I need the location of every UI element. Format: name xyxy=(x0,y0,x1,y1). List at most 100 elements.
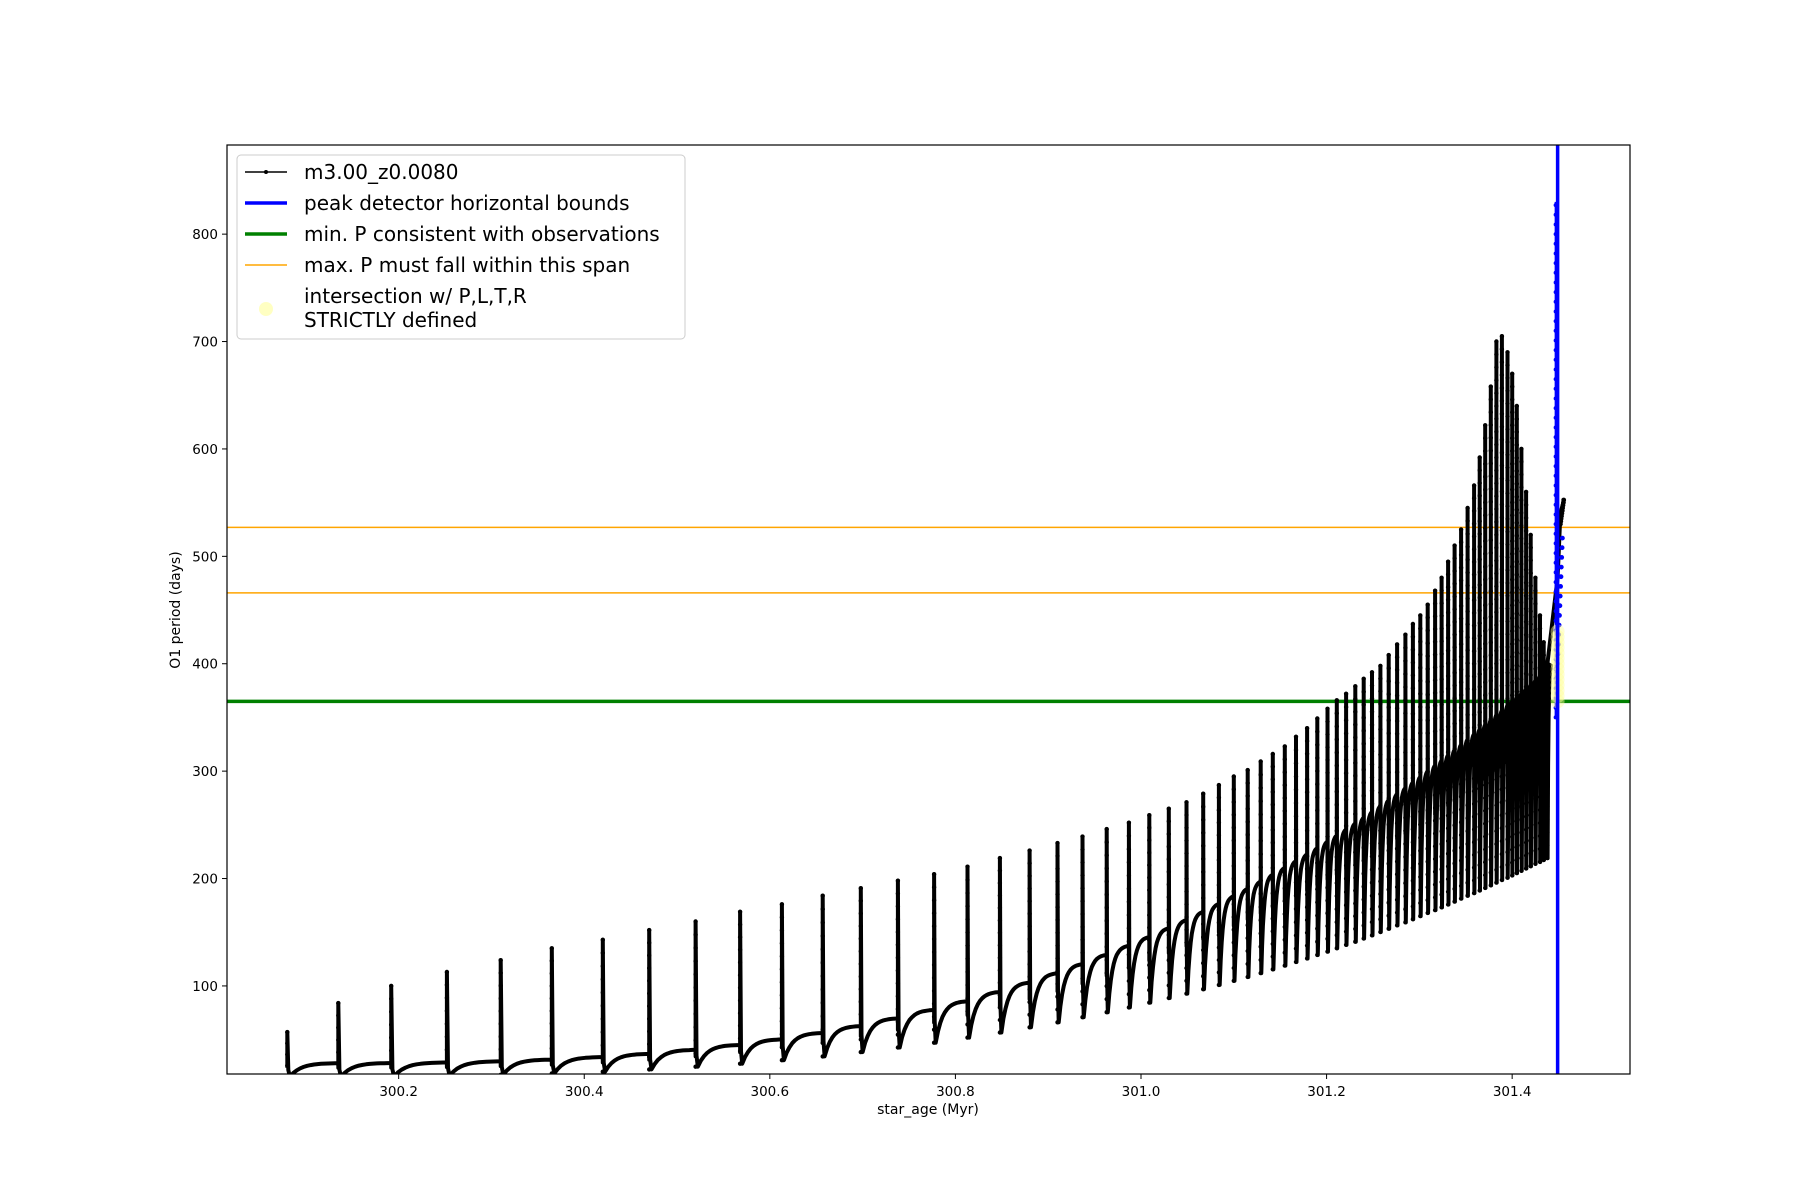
model-track-point xyxy=(1458,680,1464,685)
model-track-point xyxy=(858,986,863,992)
model-track-point xyxy=(1510,821,1515,827)
model-track-point xyxy=(1471,776,1477,781)
model-track-point xyxy=(549,996,554,1001)
model-track-point xyxy=(1334,802,1340,807)
model-track-point xyxy=(931,872,937,877)
model-track-point xyxy=(1477,646,1482,651)
model-track-point xyxy=(1510,577,1515,582)
model-track-point xyxy=(1216,857,1222,863)
model-track-point xyxy=(1488,832,1494,837)
model-track-point xyxy=(1488,665,1494,671)
model-track-point xyxy=(1270,815,1276,820)
model-track-point xyxy=(1410,673,1416,678)
model-track-point xyxy=(1361,871,1366,876)
model-track-point xyxy=(1528,621,1533,627)
model-track-point xyxy=(1410,801,1416,806)
model-track-point xyxy=(1378,689,1383,694)
model-track-point xyxy=(1258,812,1263,817)
model-track-point xyxy=(1445,864,1451,869)
model-track-point xyxy=(1439,664,1444,669)
model-track-point xyxy=(1325,949,1330,954)
model-track-point xyxy=(1465,673,1470,679)
model-track-point xyxy=(858,1049,863,1055)
model-track-point xyxy=(1545,661,1550,666)
model-track-point xyxy=(1378,904,1383,909)
model-track-point xyxy=(1477,570,1482,575)
model-track-point xyxy=(1403,907,1408,912)
model-track-point xyxy=(1184,889,1189,894)
model-track-point xyxy=(1184,914,1189,920)
model-track-point xyxy=(1216,945,1222,950)
model-track-point xyxy=(1403,789,1408,794)
model-track-point xyxy=(1488,704,1494,709)
model-track-point xyxy=(1353,939,1358,944)
model-track-point xyxy=(498,1021,503,1026)
model-track-point xyxy=(1325,719,1330,724)
model-track-point xyxy=(1528,851,1533,856)
x-tick-label: 301.4 xyxy=(1493,1084,1532,1100)
model-track-point xyxy=(1523,788,1529,793)
model-track-point xyxy=(1545,855,1550,861)
model-track-point xyxy=(1104,840,1109,845)
model-track-point xyxy=(1533,731,1538,736)
model-track-point xyxy=(1510,783,1515,788)
model-track-point xyxy=(1304,777,1310,782)
model-track-point xyxy=(1425,859,1430,864)
model-track-point xyxy=(1488,793,1494,798)
model-track-point xyxy=(1270,777,1276,782)
model-track-point xyxy=(498,970,503,976)
legend-label-model-track: m3.00_z0.0080 xyxy=(304,160,459,184)
model-track-point xyxy=(1378,777,1383,783)
model-track-point xyxy=(1369,801,1375,806)
model-track-point xyxy=(1477,850,1482,855)
model-track-point xyxy=(1499,554,1505,559)
model-track-point xyxy=(931,975,937,981)
model-track-point xyxy=(1410,621,1416,627)
model-track-point xyxy=(1488,563,1494,568)
model-track-point xyxy=(1545,700,1550,705)
model-track-point xyxy=(549,1071,554,1074)
model-track-point xyxy=(1477,480,1482,486)
model-track-point xyxy=(1439,854,1444,859)
model-track-point xyxy=(1315,808,1320,813)
model-track-point xyxy=(1425,615,1430,620)
model-track-point xyxy=(1528,723,1533,729)
model-track-point xyxy=(997,855,1003,861)
model-track-point xyxy=(820,987,825,992)
model-track-point xyxy=(1458,756,1464,761)
model-track-point xyxy=(1394,859,1400,864)
model-track-point xyxy=(1445,686,1451,691)
model-track-point xyxy=(1477,710,1482,715)
model-track-series xyxy=(285,334,1567,1074)
model-track-point xyxy=(1488,768,1494,773)
model-track-point xyxy=(1452,568,1457,574)
model-track-point xyxy=(1510,435,1515,441)
model-track-point xyxy=(1533,796,1538,801)
model-track-point xyxy=(1471,483,1477,488)
model-track-point xyxy=(1258,772,1263,777)
model-track-point xyxy=(1471,521,1477,526)
model-track-point xyxy=(1471,814,1477,819)
model-track-point xyxy=(1519,651,1524,656)
model-track-point xyxy=(1282,757,1288,762)
model-track-point xyxy=(1361,728,1366,733)
model-track-point xyxy=(1499,541,1505,546)
model-track-point xyxy=(1465,725,1470,730)
model-track-point xyxy=(1483,654,1488,659)
model-track-point xyxy=(1432,716,1438,721)
model-track-point xyxy=(1293,946,1299,951)
model-track-point xyxy=(1126,952,1132,957)
model-track-point xyxy=(600,937,605,942)
model-track-point xyxy=(1545,765,1550,770)
model-track-point xyxy=(1369,893,1375,898)
model-track-point xyxy=(1361,715,1366,720)
model-track-point xyxy=(1523,645,1529,650)
model-track-point xyxy=(1505,734,1510,739)
model-track-point xyxy=(1432,729,1438,734)
model-track-point xyxy=(1147,875,1152,880)
model-track-point xyxy=(1499,489,1505,494)
model-track-point xyxy=(1361,897,1366,902)
model-track-point xyxy=(1505,696,1510,701)
model-track-point xyxy=(1514,754,1520,759)
model-track-point xyxy=(1216,782,1222,788)
